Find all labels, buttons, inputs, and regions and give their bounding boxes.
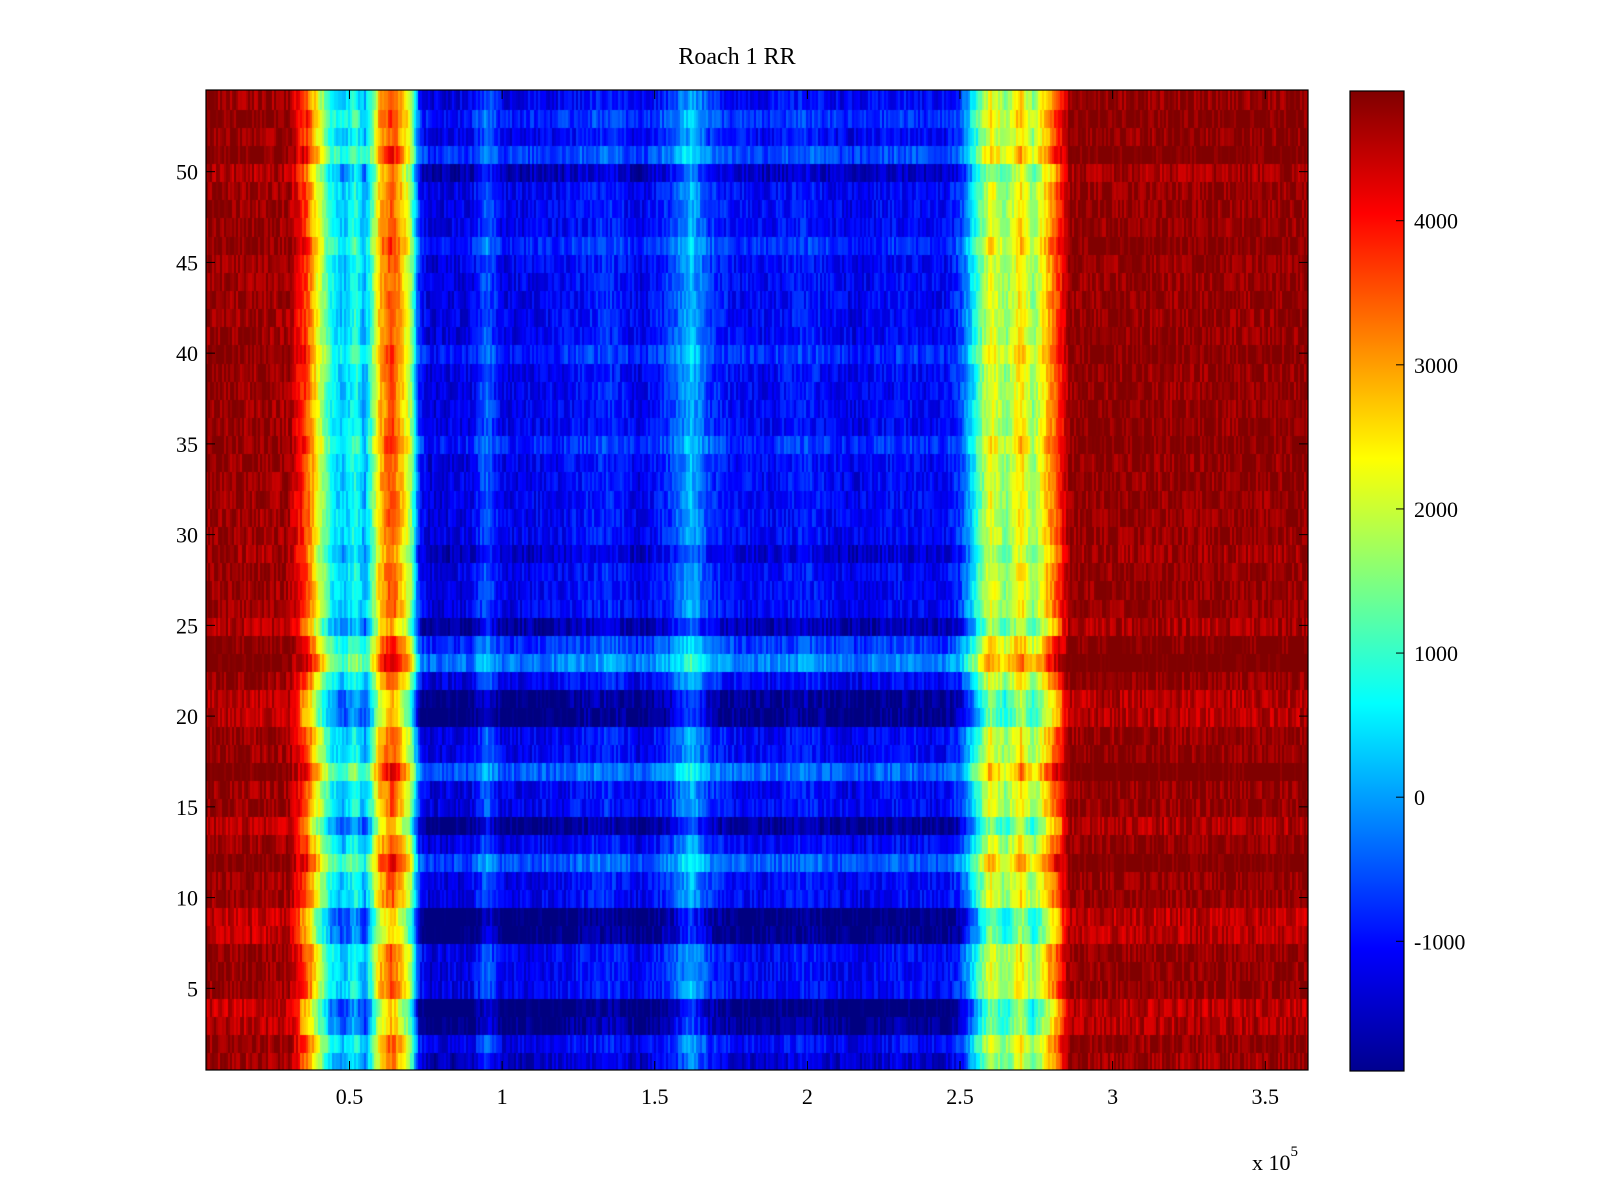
y-tick-label: 50 [176, 160, 198, 185]
heatmap-cells [206, 90, 1308, 1070]
y-tick-label: 20 [176, 704, 198, 729]
colorbar-tick-label: 0 [1414, 785, 1425, 810]
y-tick-label: 30 [176, 523, 198, 548]
x-tick-label: 1 [497, 1084, 508, 1109]
colorbar-tick-label: 1000 [1414, 641, 1458, 666]
chart-title: Roach 1 RR [678, 44, 795, 70]
y-tick-label: 35 [176, 432, 198, 457]
x-tick-label: 3.5 [1252, 1084, 1280, 1109]
colorbar-tick-label: -1000 [1414, 929, 1465, 954]
x-tick-label: 1.5 [641, 1084, 669, 1109]
x-tick-label: 0.5 [336, 1084, 364, 1109]
x-tick-label: 2.5 [946, 1084, 974, 1109]
y-tick-label: 45 [176, 250, 198, 275]
heatmap-area [206, 90, 1308, 1070]
x-axis-multiplier-exponent: 5 [1291, 1144, 1299, 1160]
y-tick-label: 5 [187, 976, 198, 1001]
colorbar-tick-label: 4000 [1414, 209, 1458, 234]
x-tick-label: 3 [1107, 1084, 1118, 1109]
y-tick-label: 10 [176, 886, 198, 911]
colorbar-gradient [1349, 90, 1405, 1072]
y-axis: 5 10 15 20 25 30 35 40 45 50 [176, 160, 1308, 1001]
x-axis-multiplier: x 105 [1252, 1144, 1298, 1175]
colorbar: -1000 0 1000 2000 3000 4000 [1349, 90, 1465, 1072]
colorbar-tick-label: 2000 [1414, 497, 1458, 522]
y-tick-label: 40 [176, 341, 198, 366]
colorbar-tick-label: 3000 [1414, 353, 1458, 378]
y-tick-label: 15 [176, 795, 198, 820]
colorbar-ticks: -1000 0 1000 2000 3000 4000 [1396, 209, 1465, 954]
x-tick-label: 2 [802, 1084, 813, 1109]
plot-frame [205, 89, 1309, 1071]
y-tick-label: 25 [176, 613, 198, 638]
x-axis: 0.5 1 1.5 2 2.5 3 3.5 [336, 90, 1279, 1109]
